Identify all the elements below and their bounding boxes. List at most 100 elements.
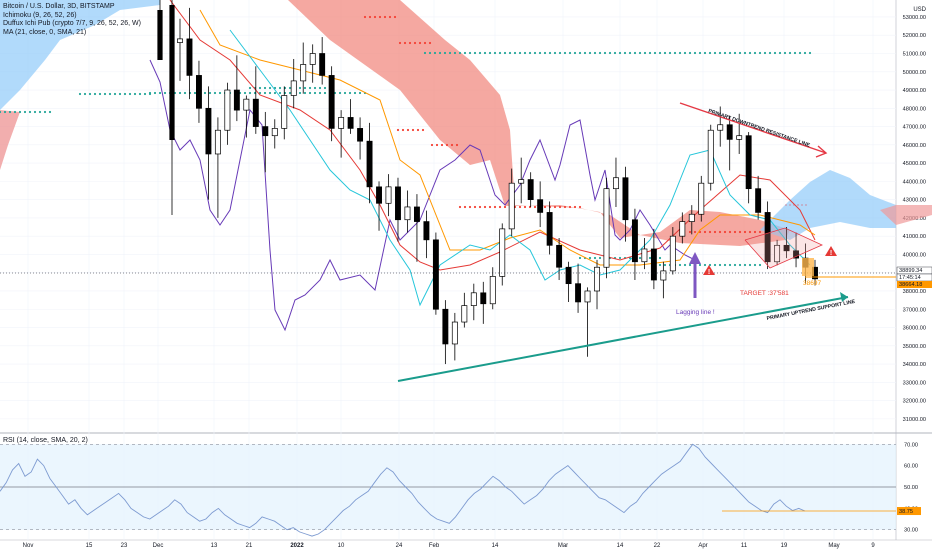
- level-dot: [798, 51, 802, 55]
- y-tick-label: 34000.00: [903, 362, 926, 368]
- warning-icon: !: [703, 265, 715, 276]
- level-dot: [483, 51, 487, 55]
- duffux-legend[interactable]: Duffux Ichi Pub (crypto 7/7, 9, 26, 52, …: [3, 20, 141, 27]
- y-tick-label: 45000.00: [903, 161, 926, 167]
- level-dot: [723, 51, 727, 55]
- currency-label: USD: [913, 7, 926, 13]
- level-dot: [433, 51, 437, 55]
- y-tick-label: 47000.00: [903, 125, 926, 131]
- level-dot: [303, 91, 307, 95]
- level-dot: [33, 110, 37, 114]
- level-dot: [648, 51, 652, 55]
- level-dot: [288, 86, 292, 90]
- level-dot: [478, 205, 482, 209]
- level-dot: [288, 91, 292, 95]
- candle-body: [575, 283, 582, 303]
- candle-body: [338, 117, 345, 129]
- rsi-tick-label: 60.00: [904, 464, 918, 470]
- level-dot: [408, 41, 412, 45]
- level-dot: [193, 91, 197, 95]
- level-dot: [708, 230, 712, 234]
- level-dot: [263, 86, 267, 90]
- price-label: 38899.34: [899, 268, 922, 274]
- warning-triangle: [825, 246, 837, 256]
- ma-red-line: [169, 0, 816, 271]
- level-dot: [733, 230, 737, 234]
- level-dot: [593, 256, 597, 260]
- level-dot: [396, 128, 400, 132]
- level-dot: [563, 205, 567, 209]
- level-dot: [743, 51, 747, 55]
- level-dot: [598, 256, 602, 260]
- y-tick-label: 43000.00: [903, 198, 926, 204]
- level-dot: [123, 92, 127, 96]
- candle-body: [783, 244, 790, 252]
- level-dot: [608, 51, 612, 55]
- level-dot: [673, 51, 677, 55]
- y-tick-label: 46000.00: [903, 143, 926, 149]
- ichimoku-cloud-green: [760, 170, 896, 240]
- level-dot: [503, 51, 507, 55]
- level-dot: [578, 51, 582, 55]
- candle-body: [489, 276, 496, 305]
- x-tick-label: 14: [617, 543, 624, 549]
- level-dot: [455, 143, 459, 147]
- candle-body: [205, 107, 212, 155]
- level-dot: [78, 92, 82, 96]
- x-tick-label: Feb: [429, 543, 440, 549]
- y-tick-label: 38000.00: [903, 289, 926, 295]
- level-dot: [440, 143, 444, 147]
- level-dot: [728, 230, 732, 234]
- level-dot: [468, 51, 472, 55]
- candle-body: [470, 292, 477, 306]
- level-dot: [183, 91, 187, 95]
- level-dot: [358, 91, 362, 95]
- level-dot: [401, 128, 405, 132]
- level-dot: [623, 51, 627, 55]
- level-dot: [248, 86, 252, 90]
- rsi-legend[interactable]: RSI (14, close, SMA, 20, 2): [3, 437, 88, 444]
- level-dot: [803, 51, 807, 55]
- level-dot: [513, 51, 517, 55]
- rsi-tick-label: 50.00: [904, 485, 918, 491]
- level-dot: [583, 51, 587, 55]
- candle-body: [262, 126, 269, 137]
- level-dot: [708, 263, 712, 267]
- level-dot: [528, 51, 532, 55]
- level-dot: [383, 15, 387, 19]
- x-tick-label: 14: [492, 543, 499, 549]
- ichimoku-legend[interactable]: Ichimoku (9, 26, 52, 26): [3, 11, 77, 19]
- candle-body: [499, 228, 506, 277]
- level-dot: [718, 263, 722, 267]
- level-dot: [258, 91, 262, 95]
- y-tick-label: 51000.00: [903, 51, 926, 57]
- level-dot: [653, 51, 657, 55]
- level-dot: [808, 51, 812, 55]
- level-dot: [488, 205, 492, 209]
- ma-legend[interactable]: MA (21, close, 0, SMA, 21): [3, 28, 87, 36]
- level-dot: [773, 51, 777, 55]
- candle-body: [271, 128, 278, 137]
- level-dot: [258, 86, 262, 90]
- level-dot: [588, 51, 592, 55]
- level-dot: [593, 51, 597, 55]
- level-dot: [703, 230, 707, 234]
- level-dot: [138, 92, 142, 96]
- level-dot: [628, 51, 632, 55]
- symbol-legend[interactable]: Bitcoin / U.S. Dollar, 3D, BITSTAMP: [3, 3, 115, 10]
- level-dot: [743, 230, 747, 234]
- level-dot: [93, 92, 97, 96]
- ichimoku-cloud-green: [0, 0, 160, 110]
- level-dot: [658, 263, 662, 267]
- candle-body: [755, 188, 762, 213]
- level-dot: [768, 51, 772, 55]
- level-dot: [518, 205, 522, 209]
- level-dot: [133, 92, 137, 96]
- candle-body: [252, 98, 259, 127]
- level-dot: [313, 91, 317, 95]
- ichimoku-cloud-red: [0, 110, 20, 170]
- level-dot: [688, 230, 692, 234]
- support-arrow: [840, 292, 848, 302]
- level-dot: [663, 51, 667, 55]
